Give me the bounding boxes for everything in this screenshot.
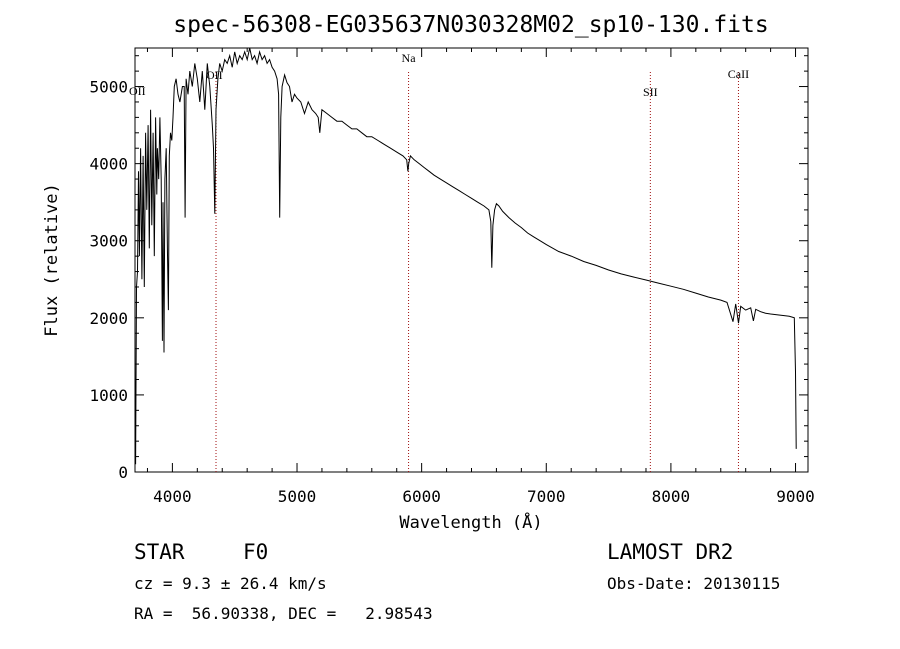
ra-dec-coordinates: RA = 56.90338, DEC = 2.98543 (134, 604, 433, 623)
object-class: STAR (134, 540, 185, 564)
x-tick-label: 7000 (527, 487, 566, 506)
object-subclass: F0 (243, 540, 269, 564)
spectrum-chart: spec-56308-EG035637N030328M02_sp10-130.f… (42, 12, 815, 533)
plot-frame (134, 47, 809, 473)
y-tick-label: 4000 (89, 155, 128, 174)
chart-title: spec-56308-EG035637N030328M02_sp10-130.f… (173, 12, 768, 38)
x-tick-label: 5000 (278, 487, 317, 506)
survey-name: LAMOST DR2 (607, 540, 734, 564)
y-tick-label: 3000 (89, 232, 128, 251)
observation-date: Obs-Date: 20130115 (607, 574, 781, 593)
x-axis-ticks: 4000 5000 6000 7000 8000 9000 (146, 48, 815, 506)
redshift-cz: cz = 9.3 ± 26.4 km/s (134, 574, 327, 593)
y-axis-label: Flux (relative) (42, 183, 62, 337)
line-marker-label: Na (402, 51, 417, 65)
line-marker-label: CaII (728, 67, 749, 81)
x-tick-label: 9000 (776, 487, 815, 506)
spectral-line-markers: Na SII CaII (215, 51, 749, 472)
x-tick-label: 8000 (652, 487, 691, 506)
flux-series-line (134, 47, 797, 465)
y-tick-label: 1000 (89, 386, 128, 405)
y-tick-label: 2000 (89, 309, 128, 328)
y-axis-ticks: 0 1000 2000 3000 4000 5000 (89, 55, 808, 482)
x-axis-label: Wavelength (Å) (399, 511, 542, 533)
line-marker-label: SII (643, 85, 658, 99)
y-tick-label: 0 (118, 463, 128, 482)
edge-line-label: OII (129, 84, 146, 98)
y-tick-label: 5000 (89, 78, 128, 97)
x-tick-label: 6000 (402, 487, 441, 506)
x-tick-label: 4000 (153, 487, 192, 506)
